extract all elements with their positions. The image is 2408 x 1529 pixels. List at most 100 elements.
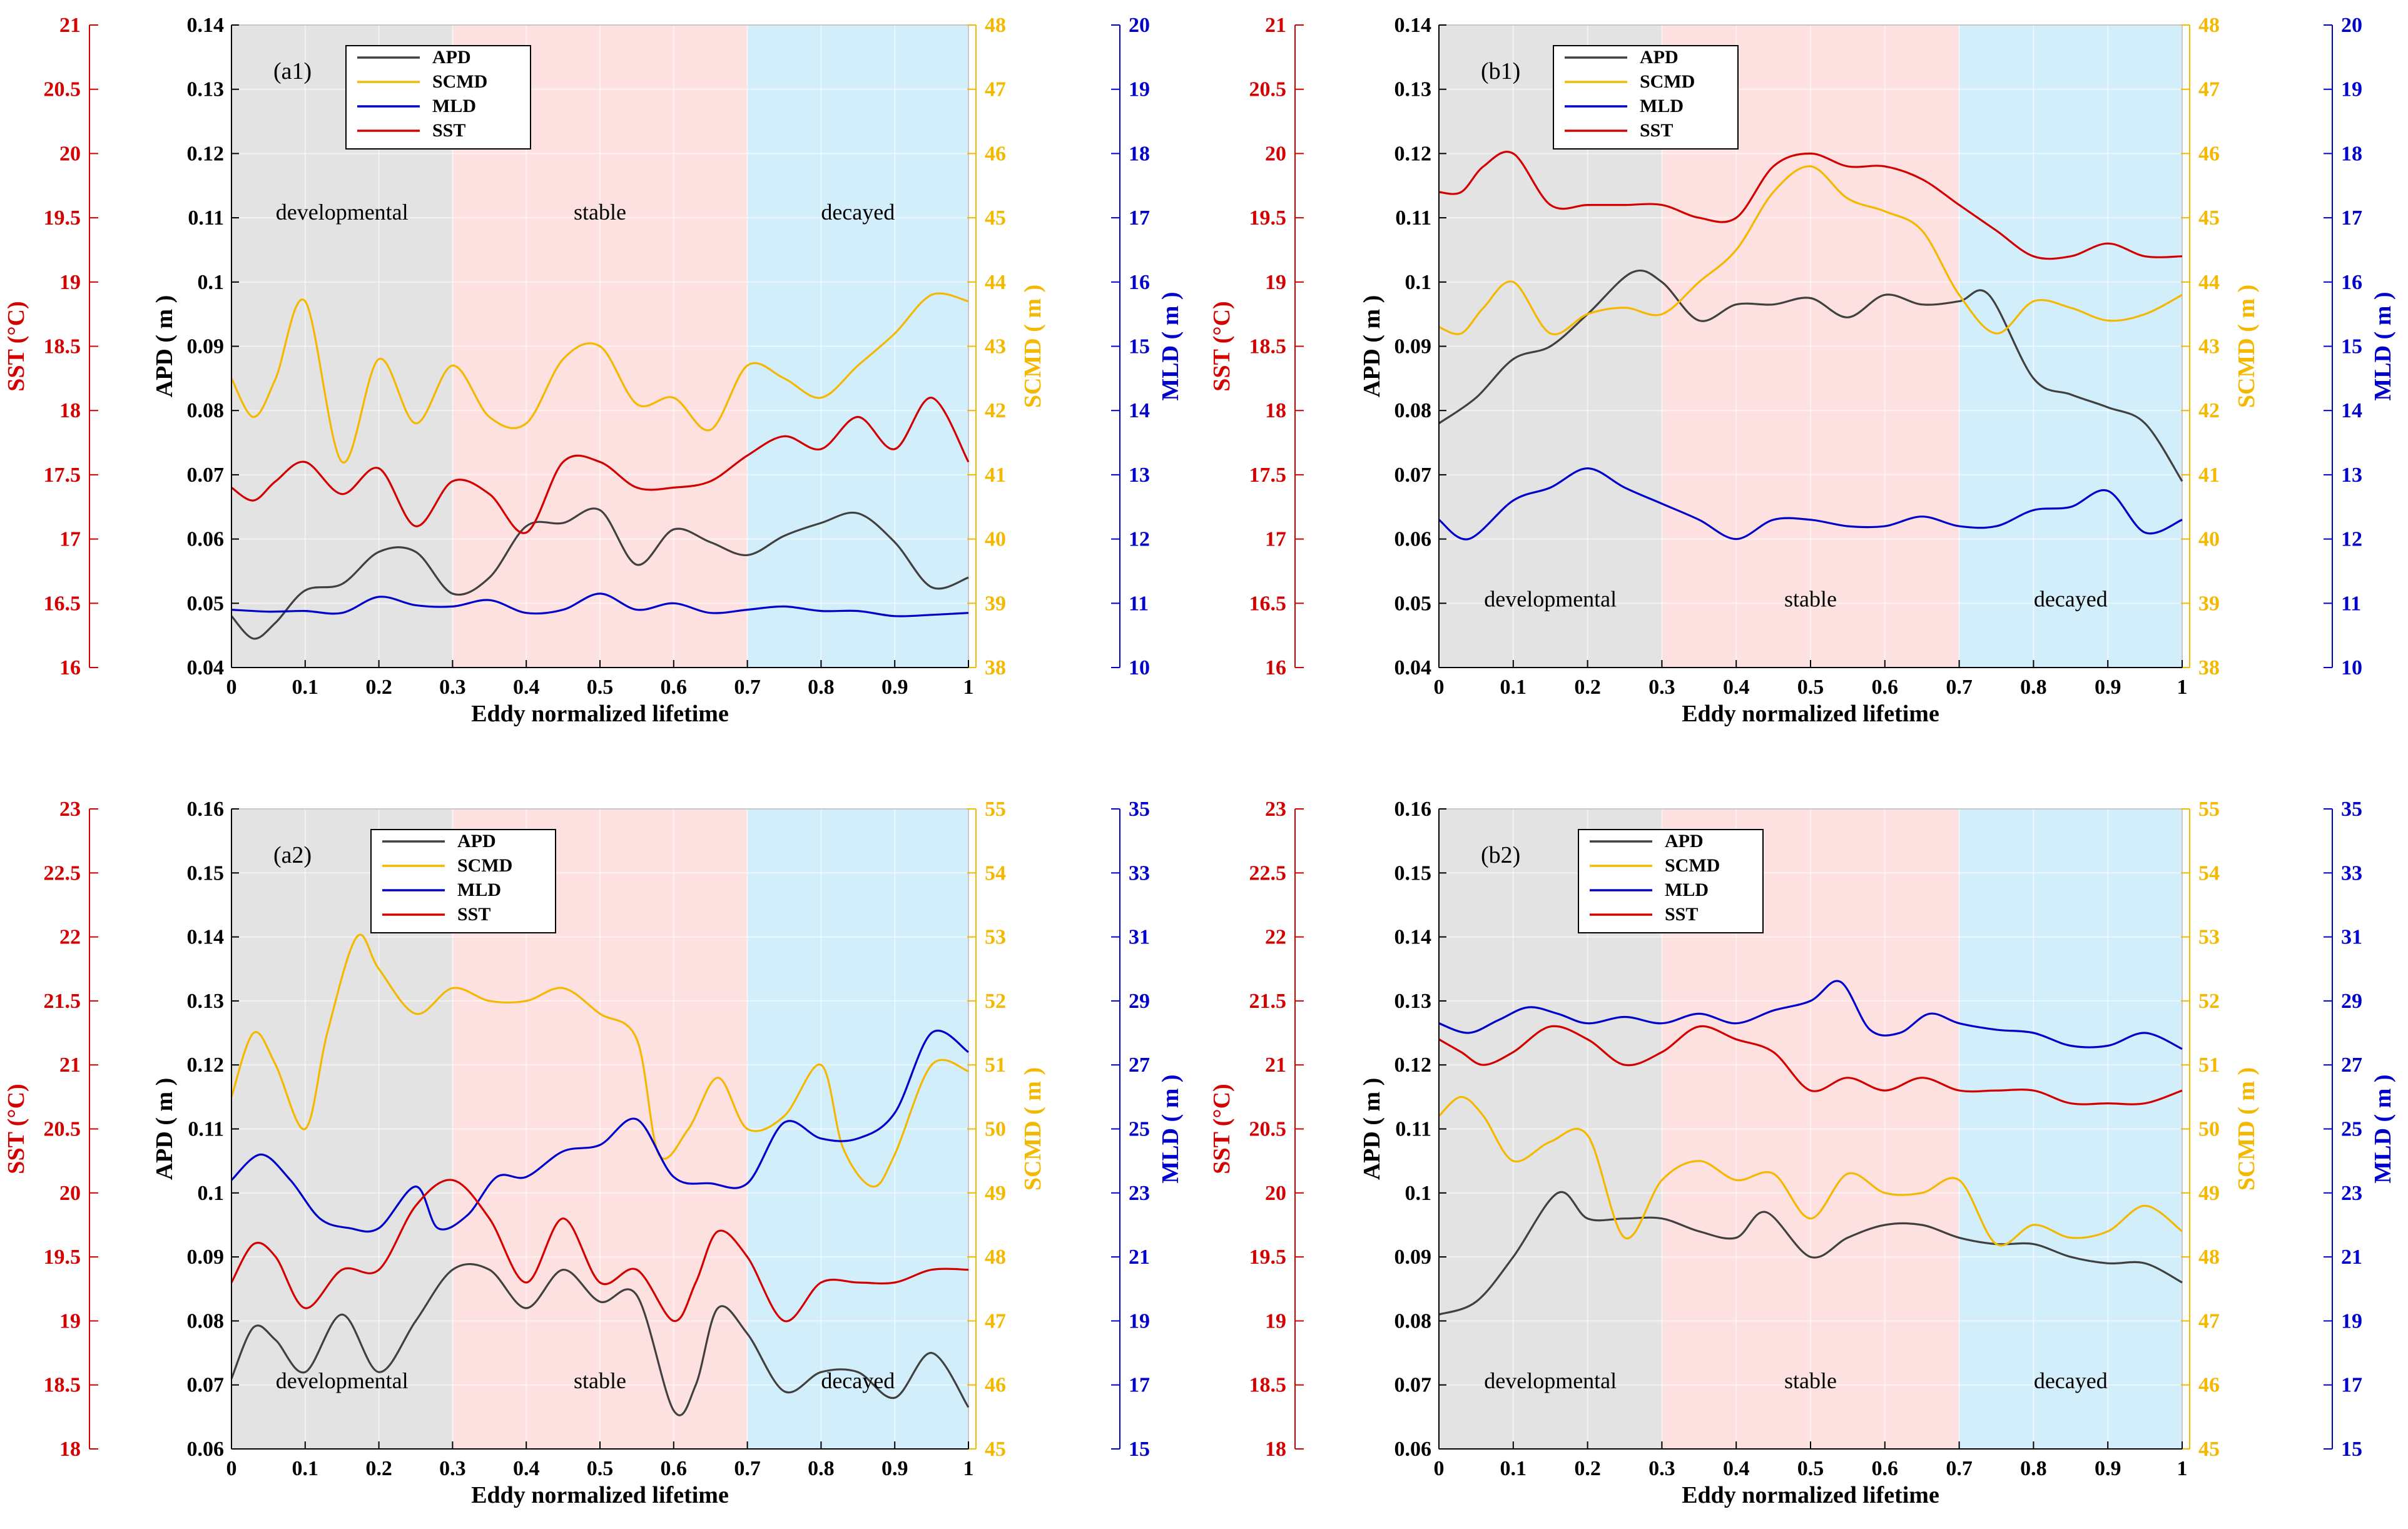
sst-tick-label: 22 [1265, 926, 1286, 949]
sst-tick-label: 20.5 [44, 1118, 81, 1141]
apd-axis-label: APD ( m ) [1359, 1078, 1385, 1181]
scmd-tick-label: 46 [2198, 142, 2220, 165]
x-tick-label: 0.9 [881, 1457, 908, 1480]
apd-tick-label: 0.09 [187, 1246, 225, 1269]
scmd-tick-label: 42 [985, 399, 1006, 422]
apd-tick-label: 0.09 [1395, 335, 1432, 358]
apd-tick-label: 0.12 [187, 1054, 225, 1077]
scmd-tick-label: 49 [2198, 1182, 2220, 1205]
sst-tick-label: 21 [59, 1054, 81, 1077]
sst-tick-label: 21.5 [44, 990, 81, 1013]
scmd-tick-label: 41 [985, 464, 1006, 487]
legend-label-apd: APD [1640, 47, 1679, 68]
apd-tick-label: 0.1 [198, 1182, 225, 1205]
legend-label-sst: SST [432, 120, 465, 141]
apd-tick-label: 0.06 [187, 1438, 225, 1461]
sst-tick-label: 19 [59, 271, 81, 294]
x-tick-label: 0.6 [1872, 1457, 1899, 1480]
apd-tick-label: 0.14 [1395, 926, 1432, 949]
phase-label-stable: stable [1784, 1368, 1837, 1393]
mld-axis-label: MLD ( m ) [1157, 1074, 1184, 1183]
x-tick-label: 0.9 [2095, 1457, 2121, 1480]
sst-tick-label: 17.5 [44, 464, 81, 487]
series-apd-line [1438, 269, 2183, 482]
mld-tick-label: 14 [1129, 399, 1150, 422]
sst-axis-label: SST (°C) [1209, 301, 1235, 391]
scmd-tick-label: 53 [985, 926, 1006, 949]
scmd-tick-label: 42 [2198, 399, 2220, 422]
scmd-tick-label: 52 [985, 990, 1006, 1013]
x-tick-label: 0.7 [734, 676, 761, 699]
scmd-tick-label: 55 [985, 798, 1006, 821]
scmd-tick-label: 46 [2198, 1374, 2220, 1397]
apd-tick-label: 0.13 [1395, 78, 1432, 101]
x-tick-label: 0.6 [1872, 676, 1899, 699]
x-tick-label: 1 [963, 676, 974, 699]
sst-tick-label: 18 [59, 399, 81, 422]
sst-tick-label: 21 [1265, 14, 1286, 37]
scmd-tick-label: 46 [985, 142, 1006, 165]
apd-tick-label: 0.07 [187, 1374, 225, 1397]
mld-tick-label: 14 [2341, 399, 2362, 422]
mld-tick-label: 31 [1129, 926, 1150, 949]
mld-tick-label: 33 [2341, 861, 2362, 885]
sst-tick-label: 16.5 [44, 592, 81, 615]
scmd-tick-label: 40 [985, 528, 1006, 551]
sst-tick-label: 23 [1265, 798, 1286, 821]
mld-tick-label: 23 [2341, 1182, 2362, 1205]
series-mld-line [230, 1029, 969, 1233]
legend: APD SCMD MLD SST [1553, 45, 1739, 150]
scmd-tick-label: 52 [2198, 990, 2220, 1013]
scmd-tick-label: 45 [985, 206, 1006, 230]
x-tick-label: 0.3 [1649, 676, 1675, 699]
mld-tick-label: 10 [2341, 656, 2362, 679]
sst-tick-label: 18 [59, 1438, 81, 1461]
apd-tick-label: 0.04 [1395, 656, 1432, 679]
mld-axis-label: MLD ( m ) [2370, 1074, 2396, 1183]
apd-tick-label: 0.05 [1395, 592, 1432, 615]
x-tick-label: 1 [2177, 676, 2188, 699]
apd-tick-label: 0.07 [1395, 464, 1432, 487]
legend-label-apd: APD [457, 831, 496, 851]
sst-tick-label: 20.5 [1249, 78, 1287, 101]
x-axis-label: Eddy normalized lifetime [1682, 701, 1939, 727]
sst-tick-label: 20.5 [44, 78, 81, 101]
scmd-axis-label: SCMD ( m ) [1020, 285, 1046, 408]
scmd-tick-label: 47 [2198, 1309, 2220, 1333]
mld-tick-label: 29 [2341, 990, 2362, 1013]
mld-tick-label: 12 [2341, 528, 2362, 551]
x-tick-label: 0.2 [1574, 1457, 1601, 1480]
mld-tick-label: 29 [1129, 990, 1150, 1013]
apd-tick-label: 0.08 [1395, 399, 1432, 422]
scmd-tick-label: 48 [2198, 1246, 2220, 1269]
sst-axis-label: SST (°C) [1209, 1084, 1235, 1174]
sst-tick-label: 20 [59, 142, 81, 165]
scmd-tick-label: 48 [985, 1246, 1006, 1269]
panel-a2: 0.060.070.080.090.10.110.120.130.140.150… [3, 798, 1184, 1508]
sst-tick-label: 22.5 [44, 861, 81, 885]
scmd-tick-label: 45 [2198, 1438, 2220, 1461]
apd-tick-label: 0.09 [1395, 1246, 1432, 1269]
scmd-tick-label: 41 [2198, 464, 2220, 487]
x-tick-label: 0.9 [881, 676, 908, 699]
x-tick-label: 0.1 [292, 676, 319, 699]
sst-tick-label: 18.5 [1249, 1374, 1287, 1397]
scmd-tick-label: 50 [985, 1118, 1006, 1141]
sst-tick-label: 18.5 [1249, 335, 1287, 358]
scmd-tick-label: 54 [985, 861, 1006, 885]
x-tick-label: 0.7 [1946, 676, 1973, 699]
scmd-tick-label: 48 [985, 14, 1006, 37]
phase-label-developmental: developmental [276, 1368, 409, 1393]
x-tick-label: 1 [963, 1457, 974, 1480]
apd-tick-label: 0.06 [1395, 528, 1432, 551]
apd-tick-label: 0.1 [1405, 271, 1432, 294]
scmd-tick-label: 48 [2198, 14, 2220, 37]
x-tick-label: 0.3 [1649, 1457, 1675, 1480]
x-tick-label: 0 [226, 1457, 237, 1480]
x-tick-label: 0 [1434, 676, 1445, 699]
legend-label-sst: SST [1640, 120, 1673, 141]
apd-tick-label: 0.08 [187, 399, 225, 422]
x-tick-label: 0 [1434, 1457, 1445, 1480]
series-mld-line [1438, 467, 2183, 541]
